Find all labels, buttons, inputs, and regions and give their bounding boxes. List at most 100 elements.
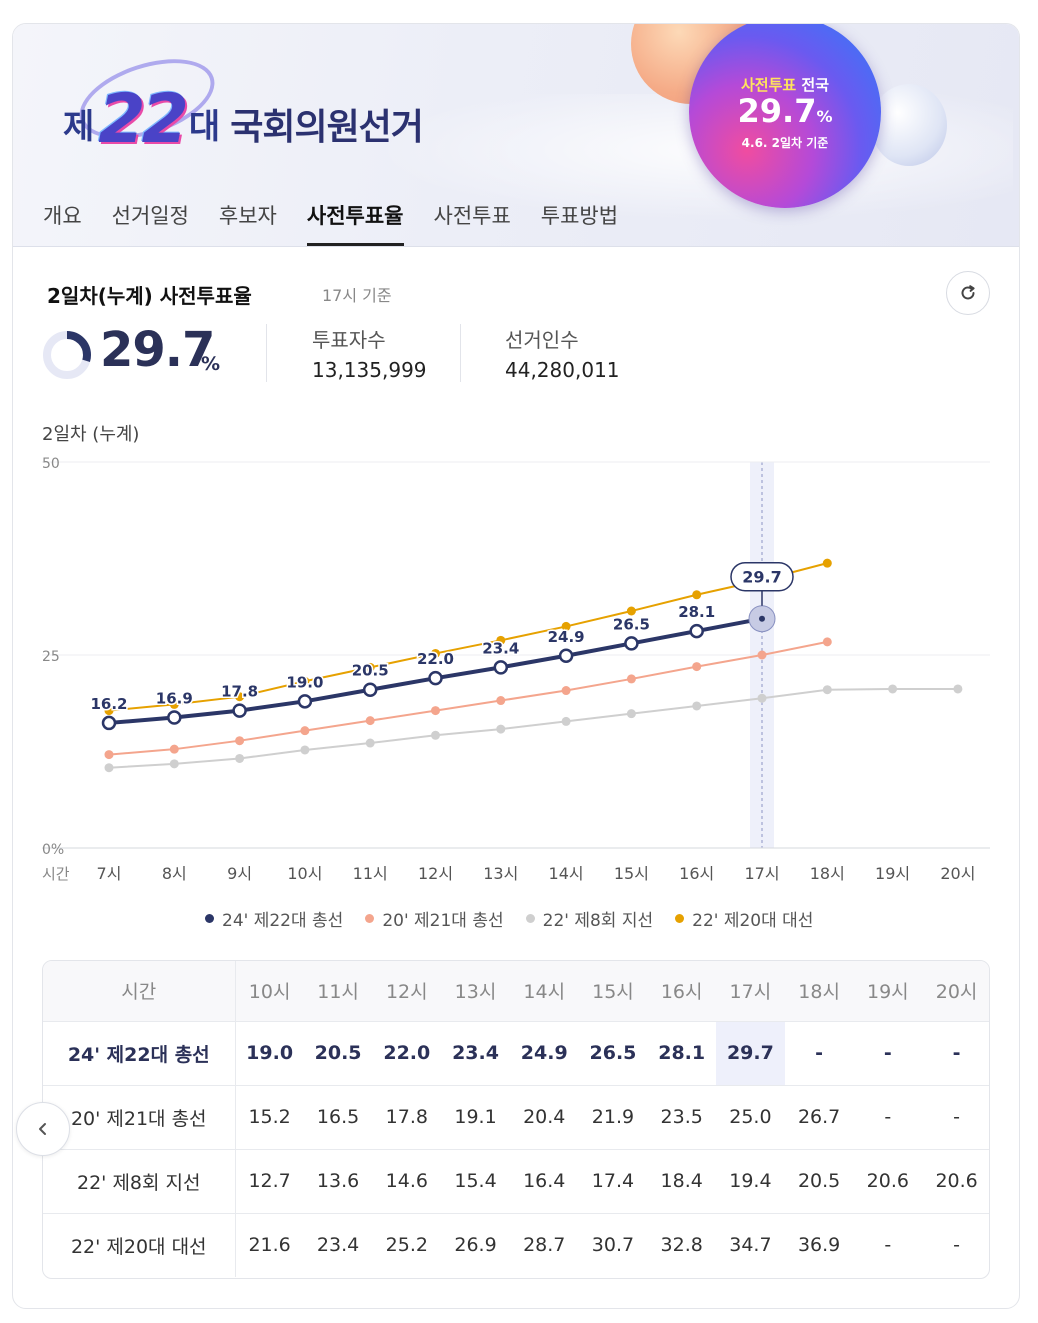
data-label: 22.0 (417, 650, 454, 668)
table-cell: 20.6 (922, 1149, 989, 1214)
table-cell: 21.9 (578, 1085, 648, 1150)
table-cell: - (953, 1234, 961, 1257)
table-cell: 12.7 (235, 1149, 304, 1214)
tab-early-turnout[interactable]: 사전투표율 (306, 198, 404, 246)
data-point (300, 676, 310, 686)
data-point (104, 763, 114, 773)
table-cell: 19.1 (441, 1085, 510, 1150)
chevron-left-icon (39, 1123, 46, 1135)
tab-early-voting[interactable]: 사전투표 (433, 204, 511, 228)
table-header-cell: 10시 (235, 961, 304, 1022)
x-tick-label: 17시 (744, 864, 779, 883)
table-header-row: 시간 10시 11시 12시 13시 14시 15시 16시 17시 18시 19시 20시 (43, 961, 989, 1022)
series-line (108, 562, 828, 712)
turnout-table-grid: 시간 10시 11시 12시 13시 14시 15시 16시 17시 18시 19시 20시 24' 제… (43, 961, 989, 1277)
row-label: 20' 제21대 총선 (43, 1085, 236, 1150)
prev-button[interactable] (16, 1102, 70, 1156)
divider (460, 324, 461, 382)
series-line (108, 640, 828, 756)
table-cell: 26.7 (784, 1085, 854, 1150)
tab-candidates[interactable]: 후보자 (218, 204, 277, 228)
table-cell: 15.2 (235, 1085, 304, 1150)
data-point (822, 685, 832, 695)
data-point (626, 606, 636, 616)
legend-item: 22' 제8회 지선 (525, 906, 654, 931)
data-point (101, 715, 117, 731)
data-point (888, 684, 898, 694)
logo-prefix: 제 (63, 107, 95, 147)
data-point (169, 699, 179, 709)
table-cell: 15.4 (441, 1149, 510, 1214)
x-tick-label: 9시 (227, 864, 252, 883)
turnout-donut (43, 331, 91, 379)
table-row: 20' 제21대 총선 15.2 16.5 17.8 19.1 20.4 21.9 23.5 2… (43, 1085, 989, 1150)
data-point (496, 696, 506, 706)
table-header-cell: 19시 (853, 961, 923, 1022)
data-label: 23.4 (482, 639, 519, 657)
data-label: 29.7 (742, 568, 781, 587)
y-tick-label: 50 (42, 456, 60, 472)
table-cell: 26.9 (454, 1234, 497, 1257)
table-header-cell: 11시 (303, 961, 373, 1022)
row-label: 22' 제20대 대선 (43, 1213, 236, 1277)
row-label: 24' 제22대 총선 (43, 1021, 236, 1086)
banner: 제 22 대 국회의원선거 사전투표 전국 29.7% 4.6. 2일차 기준 … (13, 24, 1019, 247)
data-point (362, 682, 378, 697)
data-point (493, 660, 509, 675)
data-label: 16.2 (90, 695, 127, 713)
turnout-line-chart: 0% 25 50 시간 7시 8시 9시 10시 11시 12시 13시 14시 15시 16시 17시 18… (42, 456, 990, 883)
table-cell: 18.4 (647, 1149, 717, 1214)
legend-label: 20' 제21대 총선 (382, 911, 504, 931)
series-line (108, 687, 958, 769)
refresh-button[interactable] (946, 271, 990, 315)
table-cell: 23.4 (441, 1021, 510, 1086)
table-cell: 32.8 (660, 1234, 703, 1257)
table-cell: - (922, 1085, 989, 1150)
badge-caption: 4.6. 2일차 기준 (741, 136, 829, 150)
data-point (365, 738, 375, 748)
data-label: 16.9 (156, 690, 193, 708)
data-point (692, 701, 702, 711)
table-cell: 20.6 (853, 1149, 923, 1214)
legend-dot (525, 914, 535, 923)
table-cell: 25.0 (716, 1085, 785, 1150)
data-point (167, 710, 182, 725)
table-cell: 20.5 (303, 1021, 373, 1086)
voters-label: 투표자수 (312, 328, 386, 352)
badge-value: 29.7% (737, 92, 833, 130)
x-tick-label: 16시 (679, 864, 714, 883)
chart-title: 2일차 (누계) (42, 424, 140, 445)
table-header-cell: 시간 (43, 961, 236, 1022)
badge-title: 사전투표 전국 (740, 76, 830, 94)
tab-how-to-vote[interactable]: 투표방법 (540, 204, 619, 228)
legend-label: 22' 제8회 지선 (542, 911, 654, 931)
legend-item: 20' 제21대 총선 (365, 906, 504, 931)
table-cell: - (853, 1085, 923, 1150)
legend-label: 22' 제20대 대선 (692, 911, 814, 931)
table-cell: 13.6 (303, 1149, 373, 1214)
data-point (496, 635, 506, 645)
data-point (953, 684, 963, 694)
data-label: 26.5 (613, 615, 650, 633)
data-point (561, 686, 571, 696)
legend-dot (675, 914, 685, 923)
table-cell: 20.5 (784, 1149, 854, 1214)
data-point (561, 621, 571, 631)
x-tick-label: 15시 (614, 864, 649, 883)
x-tick-label: 12시 (418, 864, 453, 883)
tab-overview[interactable]: 개요 (43, 204, 82, 228)
data-point (626, 674, 636, 684)
table-cell: 26.5 (578, 1021, 648, 1086)
data-point (626, 709, 636, 719)
data-point (235, 736, 245, 746)
table-cell: - (884, 1234, 892, 1257)
legend-item: 24' 제22대 총선 (205, 906, 343, 931)
table-row: 22' 제20대 대선 21.6 23.4 25.2 26.9 28.7 30.7 32.8 3… (43, 1213, 989, 1277)
turnout-unit: % (201, 353, 221, 375)
x-tick-label: 13시 (483, 864, 518, 883)
table-cell: 24.9 (509, 1021, 579, 1086)
table-cell: 14.6 (372, 1149, 442, 1214)
glass-bubble-decoration (871, 84, 947, 166)
tab-schedule[interactable]: 선거일정 (111, 204, 189, 228)
table-header-cell: 16시 (647, 961, 717, 1022)
